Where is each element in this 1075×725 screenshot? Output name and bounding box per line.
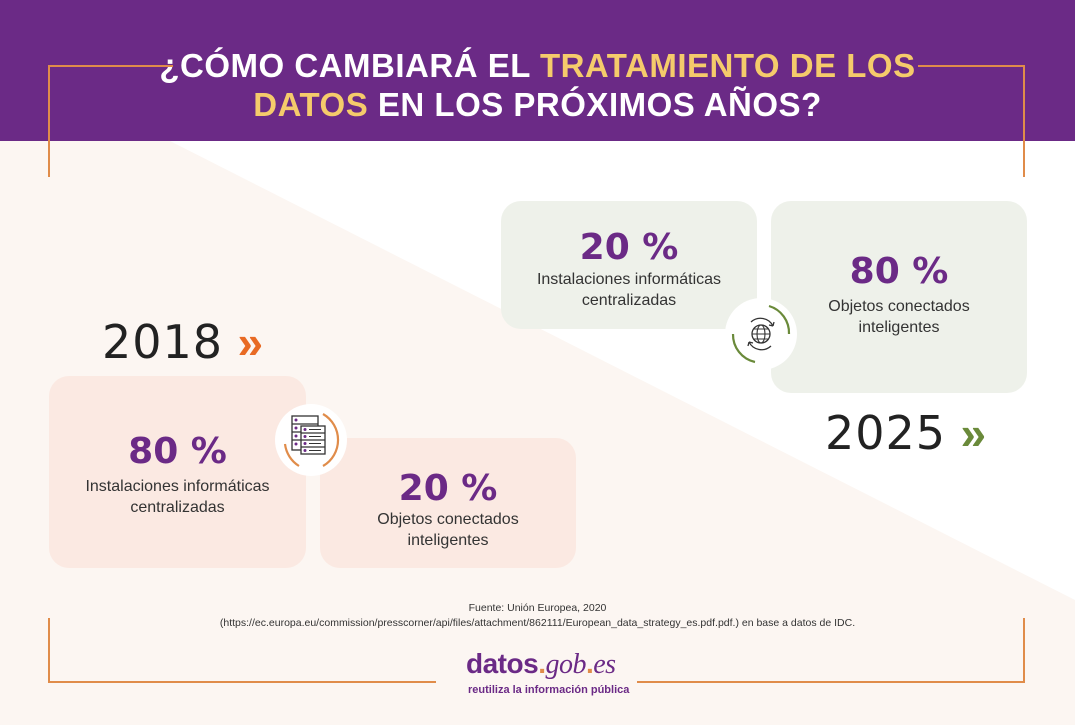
card-2025-centralized: 20 % Instalaciones informáticas centrali… <box>501 201 757 329</box>
percent-2018-connected: 20 % <box>398 468 498 509</box>
card-2018-connected: 20 % Objetos conectados inteligentes <box>320 438 576 568</box>
logo-part2: gob <box>545 649 586 680</box>
year-2018-text: 2018 <box>102 315 224 369</box>
label-2018-centralized-line2: centralizadas <box>130 499 225 516</box>
frame-line-right-top <box>1023 65 1025 177</box>
label-2025-connected-line1: Objetos conectados <box>828 298 970 315</box>
source-line1: Fuente: Unión Europea, 2020 <box>468 602 607 614</box>
frame-line-bottom-left <box>48 681 436 683</box>
logo-dot2: . <box>585 648 594 679</box>
source-note: Fuente: Unión Europea, 2020 (https://ec.… <box>150 601 925 631</box>
label-2025-connected-line2: inteligentes <box>858 319 940 336</box>
logo-tagline: reutiliza la información pública <box>468 684 630 696</box>
logo-part1: datos <box>466 648 539 679</box>
label-2018-connected-line2: inteligentes <box>407 532 489 549</box>
title-highlight2: DATOS <box>253 86 369 123</box>
header-banner <box>0 0 1075 141</box>
logo-dot1: . <box>538 648 546 679</box>
percent-2025-centralized: 20 % <box>579 227 679 268</box>
percent-2025-connected: 80 % <box>849 251 949 292</box>
chevron-right-icon: » <box>960 407 986 459</box>
label-2018-centralized-line1: Instalaciones informáticas <box>85 478 270 495</box>
server-icon <box>283 413 340 467</box>
server-badge <box>275 404 347 476</box>
percent-2018-centralized: 80 % <box>128 431 227 472</box>
frame-line-left-top <box>48 65 50 177</box>
logo-part3: es <box>593 649 616 680</box>
chevron-right-icon: » <box>237 316 263 368</box>
source-line2: (https://ec.europa.eu/commission/pressco… <box>219 617 856 629</box>
logo[interactable]: datos.gob.es <box>466 648 616 681</box>
title-part2: EN LOS PRÓXIMOS AÑOS? <box>368 86 822 123</box>
card-2025-connected: 80 % Objetos conectados inteligentes <box>771 201 1027 393</box>
globe-sync-icon <box>731 304 791 364</box>
page-title: ¿CÓMO CAMBIARÁ EL TRATAMIENTO DE LOS DAT… <box>120 46 955 124</box>
frame-line-top-right <box>918 65 1025 67</box>
label-2025-centralized-line1: Instalaciones informáticas <box>536 271 722 288</box>
frame-line-top-left <box>48 65 173 67</box>
year-2018-label: 2018 » <box>102 315 263 369</box>
label-2025-centralized-line2: centralizadas <box>581 292 677 309</box>
year-2025-label: 2025 » <box>825 406 986 460</box>
globe-sync-badge <box>725 298 797 370</box>
year-2025-text: 2025 <box>825 406 947 460</box>
frame-line-bottom-right <box>637 681 1025 683</box>
frame-line-left-bottom <box>48 618 50 681</box>
title-part1: ¿CÓMO CAMBIARÁ EL <box>159 47 540 84</box>
frame-line-right-bottom <box>1023 618 1025 681</box>
title-highlight1: TRATAMIENTO DE LOS <box>539 47 916 84</box>
card-2018-centralized: 80 % Instalaciones informáticas centrali… <box>49 376 306 568</box>
label-2018-connected-line1: Objetos conectados <box>377 511 519 528</box>
